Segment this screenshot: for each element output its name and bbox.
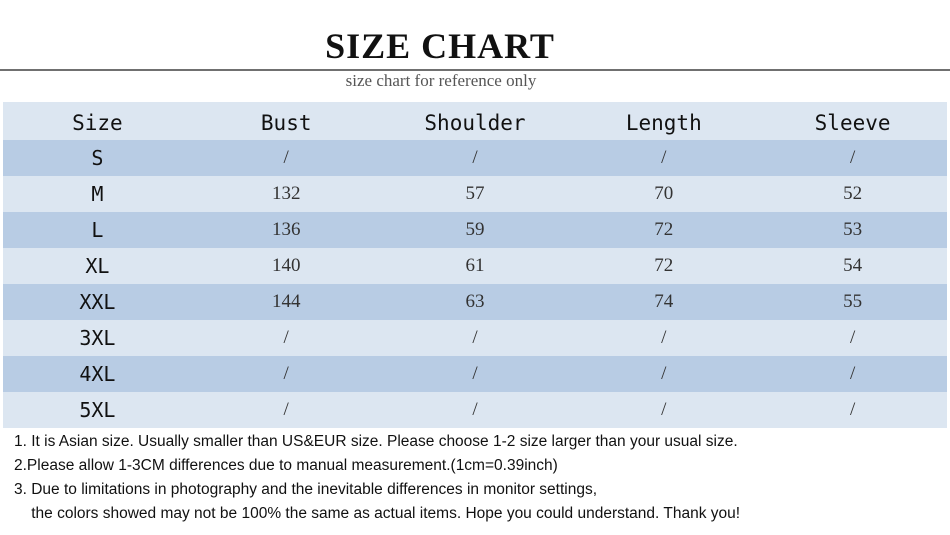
page-title: SIZE CHART — [325, 26, 555, 66]
size-cell: 5XL — [79, 398, 116, 422]
measurement-cell: 59 — [465, 219, 485, 240]
measurement-cell: 74 — [654, 291, 674, 312]
measurement-cell: / — [283, 363, 289, 384]
table-row: L 136 59 72 53 — [3, 212, 947, 248]
column-header: Shoulder — [424, 111, 526, 135]
size-table: Size Bust Shoulder Length Sleeve S / / / / M 1… — [3, 102, 947, 428]
measurement-cell: 61 — [465, 255, 485, 276]
column-header: Sleeve — [814, 111, 891, 135]
table-row: 4XL / / / / — [3, 356, 947, 392]
table-header-row: Size Bust Shoulder Length Sleeve — [3, 102, 947, 140]
size-cell: XXL — [79, 290, 116, 314]
size-cell: XL — [85, 254, 110, 278]
measurement-cell: / — [283, 147, 289, 168]
column-header: Bust — [260, 111, 312, 135]
size-cell: 3XL — [79, 326, 116, 350]
note-line: 1. It is Asian size. Usually smaller tha… — [14, 433, 738, 450]
measurement-cell: / — [472, 399, 478, 420]
measurement-cell: 57 — [465, 183, 485, 204]
measurement-cell: 136 — [271, 219, 301, 240]
notes: 1. It is Asian size. Usually smaller tha… — [14, 430, 740, 526]
note-line: 3. Due to limitations in photography and… — [14, 481, 598, 498]
table-row: 5XL / / / / — [3, 392, 947, 428]
note-line: 2.Please allow 1-3CM differences due to … — [14, 457, 558, 474]
measurement-cell: / — [661, 147, 667, 168]
measurement-cell: 72 — [654, 219, 674, 240]
measurement-cell: / — [283, 399, 289, 420]
size-cell: L — [91, 218, 104, 242]
measurement-cell: / — [472, 147, 478, 168]
measurement-cell: 55 — [843, 291, 863, 312]
measurement-cell: / — [849, 399, 856, 420]
measurement-cell: / — [661, 363, 667, 384]
measurement-cell: 63 — [465, 291, 485, 312]
table-row: XL 140 61 72 54 — [3, 248, 947, 284]
size-cell: S — [91, 146, 104, 170]
measurement-cell: / — [849, 363, 856, 384]
table-row: XXL 144 63 74 55 — [3, 284, 947, 320]
table-row: M 132 57 70 52 — [3, 176, 947, 212]
table-row: 3XL / / / / — [3, 320, 947, 356]
measurement-cell: 70 — [654, 183, 674, 204]
page-subtitle: size chart for reference only — [345, 71, 537, 90]
measurement-cell: / — [472, 363, 478, 384]
measurement-cell: / — [849, 327, 856, 348]
measurement-cell: 132 — [271, 183, 301, 204]
note-line: the colors showed may not be 100% the sa… — [14, 505, 741, 522]
size-cell: 4XL — [79, 362, 116, 386]
measurement-cell: / — [283, 327, 289, 348]
measurement-cell: 53 — [843, 219, 863, 240]
measurement-cell: / — [661, 327, 667, 348]
size-cell: M — [91, 182, 104, 206]
table-row: S / / / / — [3, 140, 947, 176]
measurement-cell: / — [661, 399, 667, 420]
measurement-cell: / — [472, 327, 478, 348]
measurement-cell: 52 — [843, 183, 863, 204]
column-header: Size — [72, 111, 123, 135]
title-divider — [0, 69, 950, 71]
measurement-cell: 144 — [271, 291, 301, 312]
measurement-cell: / — [849, 147, 856, 168]
measurement-cell: 140 — [271, 255, 301, 276]
measurement-cell: 54 — [843, 255, 863, 276]
measurement-cell: 72 — [654, 255, 674, 276]
column-header: Length — [625, 111, 702, 135]
